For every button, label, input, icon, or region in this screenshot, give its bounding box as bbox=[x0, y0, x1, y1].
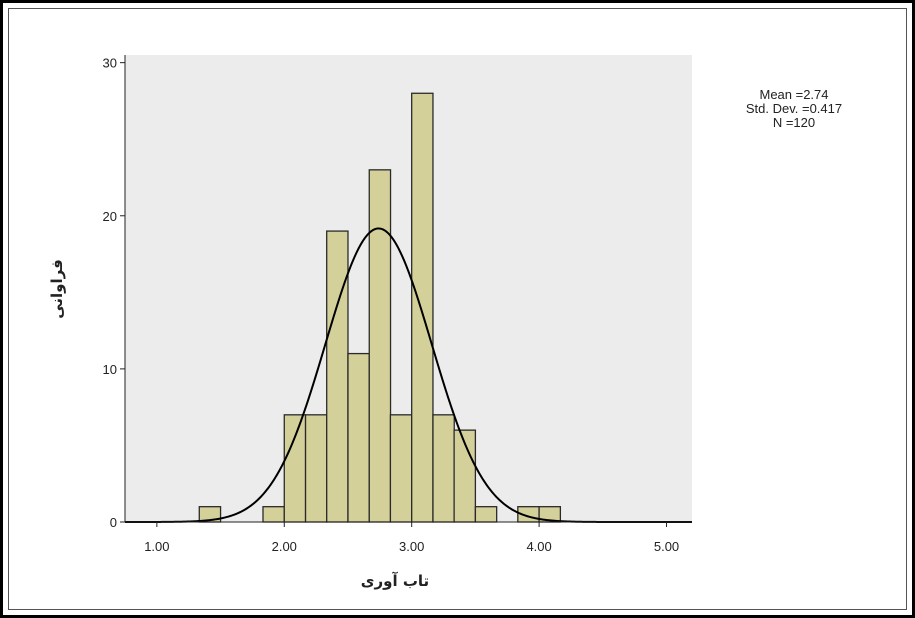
stat-mean: Mean =2.74 bbox=[759, 87, 828, 102]
y-tick-label: 10 bbox=[103, 362, 117, 377]
chart-inner-border bbox=[8, 8, 907, 610]
x-axis-label: تاب آوری bbox=[361, 572, 429, 590]
histogram-bar bbox=[389, 414, 413, 523]
histogram-bar bbox=[474, 506, 498, 523]
stat-n: N =120 bbox=[773, 115, 815, 130]
x-tick-label: 2.00 bbox=[272, 539, 297, 554]
y-axis-label: فراوانی bbox=[48, 259, 66, 319]
x-axis-ticks: 1.00 2.00 3.00 4.00 5.00 bbox=[144, 522, 679, 554]
x-tick-label: 4.00 bbox=[526, 539, 551, 554]
stat-std-dev: Std. Dev. =0.417 bbox=[746, 101, 842, 116]
histogram-bar bbox=[304, 414, 328, 523]
histogram-bar bbox=[283, 414, 307, 523]
histogram-bars bbox=[198, 92, 562, 523]
histogram-bar bbox=[262, 506, 285, 523]
histogram-bar bbox=[347, 352, 370, 523]
histogram-bar bbox=[326, 230, 349, 523]
y-tick-label: 0 bbox=[110, 515, 117, 530]
axes bbox=[124, 55, 692, 523]
y-tick-label: 30 bbox=[103, 56, 117, 71]
histogram-bar bbox=[368, 169, 392, 523]
x-tick-label: 5.00 bbox=[654, 539, 679, 554]
x-tick-label: 3.00 bbox=[399, 539, 424, 554]
x-tick-label: 1.00 bbox=[144, 539, 169, 554]
histogram-bar bbox=[432, 414, 455, 523]
y-axis-ticks: 0 10 20 30 bbox=[103, 56, 125, 530]
y-tick-label: 20 bbox=[103, 209, 117, 224]
histogram-bar bbox=[411, 92, 434, 523]
